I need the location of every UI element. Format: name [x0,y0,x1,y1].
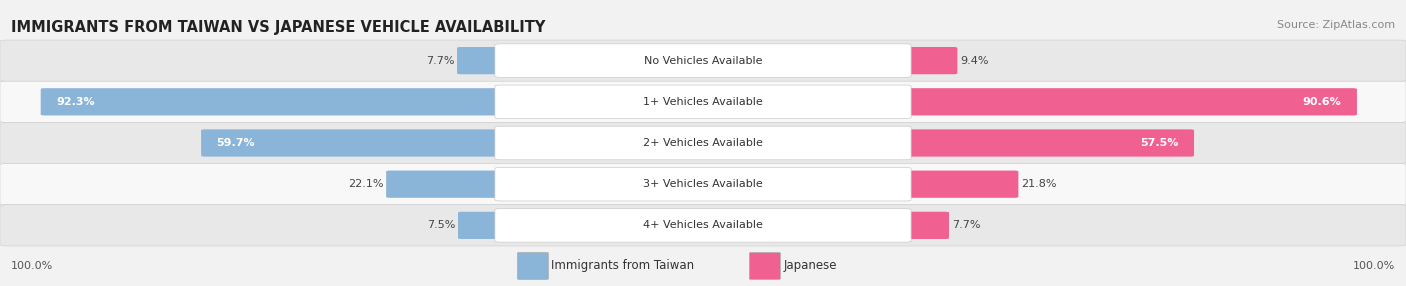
Text: 21.8%: 21.8% [1021,179,1057,189]
Text: 22.1%: 22.1% [347,179,384,189]
FancyBboxPatch shape [749,253,780,279]
FancyBboxPatch shape [517,253,548,279]
Text: 100.0%: 100.0% [11,261,53,271]
FancyBboxPatch shape [0,164,1406,205]
FancyBboxPatch shape [201,129,503,157]
Text: IMMIGRANTS FROM TAIWAN VS JAPANESE VEHICLE AVAILABILITY: IMMIGRANTS FROM TAIWAN VS JAPANESE VEHIC… [11,20,546,35]
Text: Immigrants from Taiwan: Immigrants from Taiwan [551,259,695,273]
Text: 1+ Vehicles Available: 1+ Vehicles Available [643,97,763,107]
FancyBboxPatch shape [41,88,503,116]
FancyBboxPatch shape [0,81,1406,122]
FancyBboxPatch shape [903,129,1194,157]
Text: 100.0%: 100.0% [1353,261,1395,271]
Text: 3+ Vehicles Available: 3+ Vehicles Available [643,179,763,189]
Text: 2+ Vehicles Available: 2+ Vehicles Available [643,138,763,148]
Text: 7.7%: 7.7% [952,221,980,230]
FancyBboxPatch shape [903,212,949,239]
FancyBboxPatch shape [495,208,911,242]
FancyBboxPatch shape [495,126,911,160]
Text: No Vehicles Available: No Vehicles Available [644,56,762,65]
Text: 59.7%: 59.7% [217,138,256,148]
FancyBboxPatch shape [495,167,911,201]
Text: Japanese: Japanese [783,259,837,273]
Text: Source: ZipAtlas.com: Source: ZipAtlas.com [1277,20,1395,30]
FancyBboxPatch shape [903,170,1018,198]
FancyBboxPatch shape [458,212,503,239]
FancyBboxPatch shape [457,47,503,74]
FancyBboxPatch shape [0,205,1406,246]
Text: 92.3%: 92.3% [56,97,94,107]
FancyBboxPatch shape [387,170,503,198]
Text: 57.5%: 57.5% [1140,138,1178,148]
Text: 9.4%: 9.4% [960,56,988,65]
FancyBboxPatch shape [903,88,1357,116]
Text: 90.6%: 90.6% [1303,97,1341,107]
Text: 4+ Vehicles Available: 4+ Vehicles Available [643,221,763,230]
Text: 7.5%: 7.5% [427,221,456,230]
FancyBboxPatch shape [495,85,911,119]
FancyBboxPatch shape [903,47,957,74]
FancyBboxPatch shape [0,40,1406,81]
FancyBboxPatch shape [495,44,911,78]
FancyBboxPatch shape [0,122,1406,164]
Text: 7.7%: 7.7% [426,56,454,65]
